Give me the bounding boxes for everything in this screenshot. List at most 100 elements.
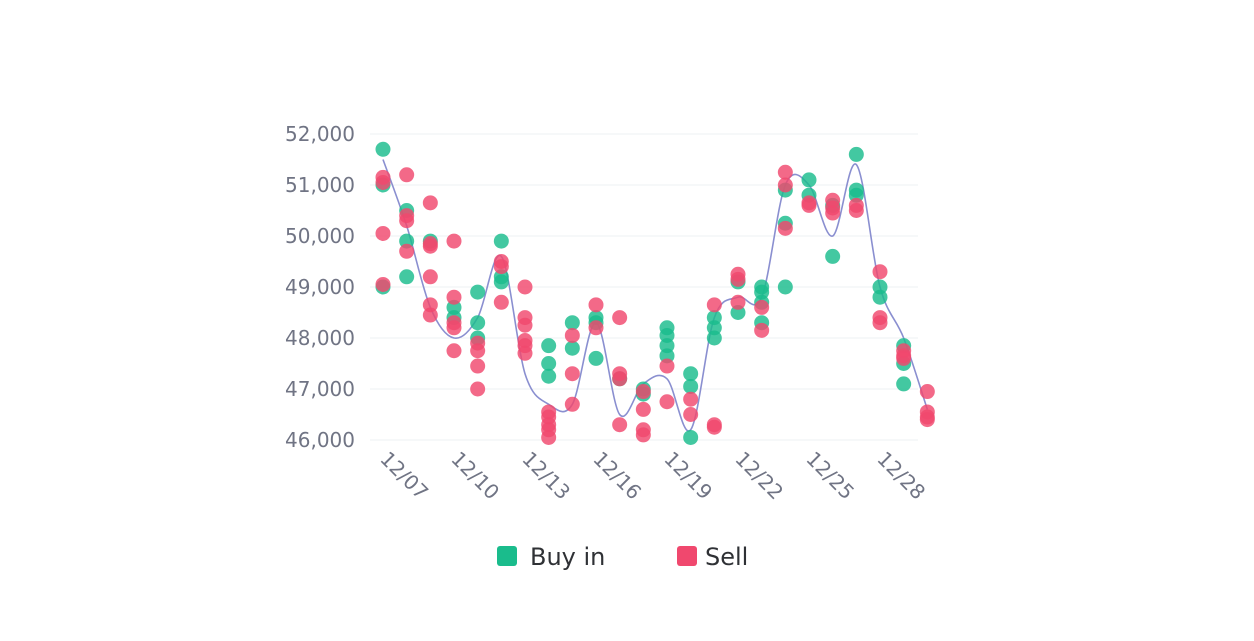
sell-point: [825, 205, 841, 221]
y-tick-label: 49,000: [285, 275, 355, 299]
sell-point: [446, 343, 462, 359]
y-tick-label: 50,000: [285, 224, 355, 248]
grid-lines: [370, 133, 918, 441]
buy-in-point: [896, 376, 912, 392]
buy-in-point: [493, 274, 509, 290]
sell-point: [612, 310, 628, 326]
buy-in-point: [683, 429, 699, 445]
x-tick-label: 12/16: [588, 447, 646, 505]
sell-point: [541, 429, 557, 445]
y-axis-ticks: 46,000 47,000 48,000 49,000 50,000 51,000 52,0…: [285, 122, 355, 452]
sell-point: [493, 259, 509, 275]
y-tick-label: 46,000: [285, 428, 355, 452]
buy-in-point: [872, 289, 888, 305]
sell-point: [470, 358, 486, 374]
buy-in-point: [470, 284, 486, 300]
buy-in-point: [706, 330, 722, 346]
sell-point: [399, 213, 415, 229]
sell-point: [612, 371, 628, 387]
y-tick-label: 47,000: [285, 377, 355, 401]
sell-point: [399, 243, 415, 259]
sell-point: [659, 358, 675, 374]
sell-point: [564, 327, 580, 343]
buy-in-point: [777, 279, 793, 295]
buy-in-point: [541, 338, 557, 354]
sell-point: [896, 350, 912, 366]
sell-point: [777, 177, 793, 193]
sell-point: [446, 289, 462, 305]
sell-point: [754, 322, 770, 338]
buy-in-point: [683, 366, 699, 382]
legend-swatch-buy: [497, 546, 517, 566]
buy-in-point: [801, 172, 817, 188]
sell-point: [659, 394, 675, 410]
x-tick-label: 12/07: [375, 447, 433, 505]
x-tick-label: 12/28: [872, 447, 930, 505]
sell-point: [777, 164, 793, 180]
sell-point: [872, 315, 888, 331]
x-tick-label: 12/13: [517, 447, 575, 505]
sell-point: [375, 174, 391, 190]
buy-in-point: [541, 368, 557, 384]
sell-point: [919, 412, 935, 428]
buy-in-point: [564, 315, 580, 331]
legend-swatch-sell: [677, 546, 697, 566]
trend-line-layer: [382, 159, 929, 432]
sell-point: [375, 225, 391, 241]
sell-point: [564, 366, 580, 382]
x-tick-label: 12/22: [730, 447, 788, 505]
sell-point: [635, 427, 651, 443]
legend-label-buy: Buy in: [530, 543, 605, 571]
buy-in-point: [399, 269, 415, 285]
sell-point: [635, 384, 651, 400]
data-points: [375, 141, 935, 445]
sell-point: [754, 299, 770, 315]
sell-point: [683, 391, 699, 407]
buy-in-point: [470, 315, 486, 331]
x-tick-label: 12/10: [446, 447, 504, 505]
buy-in-point: [564, 340, 580, 356]
buy-in-point: [541, 356, 557, 371]
sell-point: [517, 279, 533, 295]
sell-point: [446, 233, 462, 249]
y-tick-label: 52,000: [285, 122, 355, 146]
x-tick-label: 12/25: [801, 447, 859, 505]
sell-point: [872, 264, 888, 280]
sell-point: [422, 269, 438, 285]
sell-point: [446, 320, 462, 336]
sell-point: [422, 238, 438, 254]
sell-point: [730, 294, 746, 310]
sell-point: [730, 271, 746, 287]
sell-point: [588, 297, 604, 313]
sell-point: [801, 197, 817, 213]
sell-point: [470, 381, 486, 397]
sell-point: [517, 317, 533, 333]
buy-in-point: [493, 233, 509, 249]
sell-point: [706, 297, 722, 313]
buy-in-point: [683, 378, 699, 394]
sell-point: [588, 320, 604, 336]
sell-point: [777, 220, 793, 236]
x-tick-label: 12/19: [659, 447, 717, 505]
sell-point: [422, 307, 438, 323]
legend: Buy in Sell: [497, 543, 748, 571]
buy-in-point: [375, 141, 391, 157]
sell-point: [612, 417, 628, 433]
sell-point: [470, 343, 486, 359]
x-axis-ticks: 12/07 12/10 12/13 12/16 12/19 12/22 12/25 12/28: [375, 447, 930, 505]
sell-point: [517, 345, 533, 361]
buy-in-point: [825, 248, 841, 264]
sell-point: [919, 384, 935, 400]
sell-point: [706, 419, 722, 435]
sell-point: [422, 195, 438, 211]
sell-point: [683, 407, 699, 422]
sell-point: [564, 396, 580, 412]
sell-point: [493, 294, 509, 310]
trend-line: [382, 159, 929, 432]
buy-in-point: [588, 350, 604, 366]
sell-point: [848, 203, 864, 218]
y-tick-label: 48,000: [285, 326, 355, 350]
buy-in-point: [848, 146, 864, 162]
